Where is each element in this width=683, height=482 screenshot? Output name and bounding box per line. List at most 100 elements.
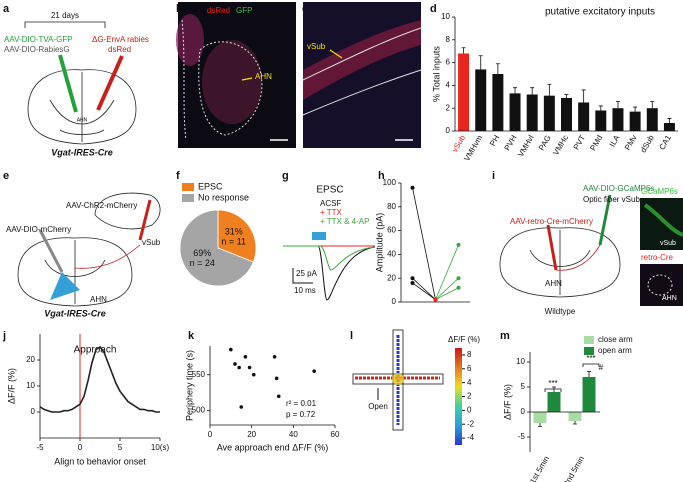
panel-letter: d <box>430 3 437 15</box>
legend-text: + TTX <box>320 208 343 217</box>
annotation: # <box>599 363 604 372</box>
bar <box>561 97 572 131</box>
x-tick-label: PAG <box>537 134 553 153</box>
colorbar-tick-label: -4 <box>467 433 475 442</box>
bar <box>646 108 658 131</box>
point <box>410 280 415 285</box>
error-bar <box>547 83 552 96</box>
reporter-label: dsRed <box>108 45 131 54</box>
y-tick-label: 10 <box>441 12 450 21</box>
brain-detail <box>529 230 591 295</box>
point <box>312 369 316 373</box>
mouse-line: Vgat-IRES-Cre <box>51 147 113 157</box>
fluorescence <box>202 40 262 124</box>
y-tick-label: -5 <box>518 432 526 441</box>
virus-label: AAV-DIO-GCaMP6s <box>583 184 654 193</box>
image-label: GCaMP6s <box>641 187 678 196</box>
annotation: *** <box>548 379 557 388</box>
slice-label: 69% <box>193 248 211 258</box>
region-label: AHN <box>77 117 88 123</box>
error-bar <box>478 55 483 70</box>
colorbar-tick-label: 2 <box>467 392 472 401</box>
annotation: p = 0.72 <box>286 410 316 419</box>
error-bar <box>461 47 466 54</box>
injection-needle <box>546 224 558 271</box>
significance-bracket <box>582 363 600 367</box>
light-pulse <box>312 232 326 240</box>
error-bar <box>615 100 620 109</box>
line-segment <box>412 277 436 300</box>
y-tick-label: 20 <box>387 273 396 282</box>
x-tick-label: 0 <box>78 443 83 452</box>
trace <box>283 245 376 271</box>
pie-slice <box>179 209 254 287</box>
region-label: AHN <box>255 72 272 81</box>
virus-label: AAV-retro-Cre-mCherry <box>510 217 593 226</box>
y-axis-label: Periphery time (s) <box>184 350 194 421</box>
y-tick-label: 8 <box>446 35 451 44</box>
x-tick-label: ILA <box>608 133 622 148</box>
bar <box>526 94 538 131</box>
x-axis-label: Align to behavior onset <box>54 456 146 466</box>
legend-text: No response <box>198 192 249 202</box>
bar <box>663 123 675 131</box>
bar <box>492 74 504 131</box>
panel-letter: m <box>500 330 510 342</box>
projection <box>74 244 141 269</box>
bar <box>595 110 607 131</box>
error-bar <box>587 371 591 377</box>
fluorescence <box>176 14 204 66</box>
scale-bar <box>292 268 313 284</box>
region-label: vSub <box>142 238 161 247</box>
x-tick-label: 10(s) <box>151 443 170 452</box>
injection-needle <box>138 199 152 241</box>
colorbar-tick-label: -2 <box>467 419 475 428</box>
trace-title: EPSC <box>316 185 343 196</box>
trace <box>283 245 376 301</box>
image-region: vSub <box>660 240 676 247</box>
slice-label: n = 11 <box>221 237 246 247</box>
bar <box>458 53 470 132</box>
point <box>247 365 252 370</box>
region-outline <box>181 19 187 141</box>
y-axis-label: % Total inputs <box>431 46 441 102</box>
brain-outline <box>499 227 621 298</box>
point <box>410 276 415 281</box>
error-bar <box>552 386 556 392</box>
point <box>456 276 461 281</box>
y-tick-label: 2 <box>446 103 451 112</box>
legend-swatch <box>182 183 194 191</box>
bar <box>629 111 641 131</box>
virus-label: AAV-ChR2-mCherry <box>66 201 137 210</box>
annotation: r² = 0.01 <box>286 399 317 408</box>
x-tick-label: PMd <box>588 134 604 153</box>
scale-label: 10 ms <box>294 286 316 295</box>
image-label: retro-Cre <box>641 253 674 262</box>
line-segment <box>435 277 459 300</box>
legend-text: + TTX & 4-AP <box>320 217 369 226</box>
legend-text: ACSF <box>320 199 341 208</box>
y-tick-label: 500 <box>192 406 206 415</box>
channel-label: dsRed <box>207 6 230 15</box>
error-bar <box>581 89 586 103</box>
annotation: *** <box>586 354 595 363</box>
light-cone <box>50 272 80 300</box>
colorbar-tick-label: 0 <box>467 405 472 414</box>
point <box>456 242 461 247</box>
legend-swatch <box>584 336 594 344</box>
x-tick-label: 2nd 5min <box>562 455 586 482</box>
channel-label: GFP <box>236 6 252 15</box>
y-tick-label: 550 <box>192 370 206 379</box>
image-l: Open ΔF/F (%) 8 6 4 2 0 -2 -4 <box>352 329 480 445</box>
schematic-a: 21 days AAV-DIO-TVA-GFP AAV-DIO-RabiesG … <box>4 11 149 157</box>
bar <box>612 108 624 131</box>
y-axis-label: ΔF/F (%) <box>6 368 16 404</box>
x-tick-label: dSub <box>639 133 656 154</box>
point <box>251 372 256 377</box>
y-tick-label: 0 <box>446 126 451 135</box>
bar <box>578 102 590 131</box>
error-bar <box>513 87 518 94</box>
point <box>239 405 244 409</box>
y-tick-label: 0 <box>31 407 36 416</box>
